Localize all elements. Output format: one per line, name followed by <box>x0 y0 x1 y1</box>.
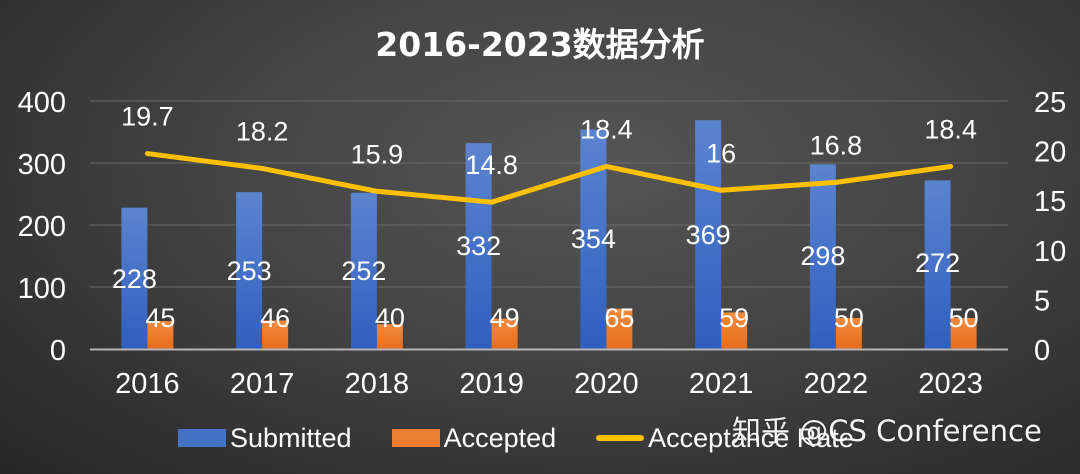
accepted-swatch-icon <box>391 429 440 447</box>
x-axis-tick: 2023 <box>918 368 983 400</box>
x-axis-tick: 2020 <box>574 368 639 400</box>
chart-title: 2016-2023数据分析 <box>375 25 704 64</box>
submitted-bar <box>350 192 377 349</box>
x-axis: 2016 2017 2018 2019 2020 2021 2022 2023 <box>90 348 1008 400</box>
left-axis-tick: 400 <box>18 87 66 119</box>
left-axis-tick: 200 <box>18 211 66 243</box>
submitted-label: 369 <box>686 220 731 250</box>
legend-item-accepted: Accepted <box>391 422 557 454</box>
submitted-label: 252 <box>341 256 386 286</box>
rate-label: 18.2 <box>236 116 289 146</box>
legend: Submitted Accepted Acceptance Rate <box>178 418 894 458</box>
accepted-label: 50 <box>949 303 979 333</box>
accepted-bar <box>376 324 403 349</box>
legend-label: Accepted <box>443 422 557 453</box>
rate-label: 14.8 <box>465 150 518 180</box>
bar-series <box>121 120 977 349</box>
x-axis-tick: 2018 <box>345 368 410 400</box>
rate-label: 18.4 <box>580 114 633 144</box>
rate-label: 18.4 <box>924 114 977 144</box>
accepted-bar <box>262 320 289 349</box>
submitted-bar <box>809 164 836 349</box>
watermark: 知乎 @CS Conference <box>732 414 1042 448</box>
rate-label: 19.7 <box>121 102 174 132</box>
submitted-bar <box>236 192 263 349</box>
submitted-swatch-icon <box>178 429 226 447</box>
left-axis-tick: 0 <box>50 335 66 367</box>
submitted-label: 272 <box>915 248 960 278</box>
accepted-label: 59 <box>719 303 749 333</box>
submitted-label: 354 <box>571 224 616 254</box>
accepted-label: 50 <box>834 303 864 333</box>
submitted-label: 228 <box>112 264 157 294</box>
x-axis-tick: 2017 <box>230 368 295 400</box>
right-axis-tick: 15 <box>1034 186 1066 218</box>
legend-label: Acceptance Rate <box>648 422 854 453</box>
accepted-bar <box>950 318 977 349</box>
accepted-bar <box>835 318 862 349</box>
accepted-label: 65 <box>604 303 634 333</box>
submitted-bar <box>924 180 951 349</box>
accepted-label: 40 <box>375 303 405 333</box>
legend-item-submitted: Submitted <box>178 423 352 454</box>
x-axis-tick: 2016 <box>115 368 180 400</box>
data-labels: 228 45 253 46 252 40 332 49 354 65 369 59 298 50 272 50… <box>112 102 979 333</box>
legend-label: Submitted <box>230 422 352 453</box>
right-axis-tick: 25 <box>1034 87 1066 119</box>
accepted-bar <box>721 312 748 349</box>
left-axis-tick: 300 <box>18 149 66 181</box>
submitted-label: 332 <box>456 231 501 261</box>
right-axis-tick: 10 <box>1034 236 1066 268</box>
accepted-bar <box>147 321 174 349</box>
submitted-label: 253 <box>227 256 272 286</box>
accepted-bar <box>491 318 518 349</box>
right-axis-tick: 20 <box>1034 137 1066 169</box>
submitted-label: 298 <box>800 241 845 271</box>
rate-label: 15.9 <box>351 139 404 169</box>
submitted-bar <box>121 207 148 349</box>
rate-label: 16.8 <box>810 130 863 160</box>
x-axis-tick: 2022 <box>804 368 869 400</box>
left-y-axis: 0 100 200 300 400 <box>18 87 66 367</box>
accepted-label: 46 <box>260 303 290 333</box>
rate-label: 16 <box>706 138 736 168</box>
legend-item-acceptance-rate: Acceptance Rate <box>596 423 854 454</box>
submitted-bar <box>465 143 492 349</box>
acceptance-rate-line-icon <box>596 435 645 441</box>
submitted-bar <box>695 120 722 349</box>
right-axis-tick: 0 <box>1034 335 1050 367</box>
accepted-label: 45 <box>145 303 175 333</box>
x-axis-tick: 2019 <box>459 368 524 400</box>
right-y-axis: 0 5 10 15 20 25 <box>1034 87 1066 367</box>
left-axis-tick: 100 <box>18 273 66 305</box>
accepted-label: 49 <box>490 303 520 333</box>
x-axis-tick: 2021 <box>689 368 754 400</box>
accepted-bar <box>606 308 633 349</box>
acceptance-rate-line <box>144 151 954 205</box>
right-axis-tick: 5 <box>1034 285 1050 317</box>
